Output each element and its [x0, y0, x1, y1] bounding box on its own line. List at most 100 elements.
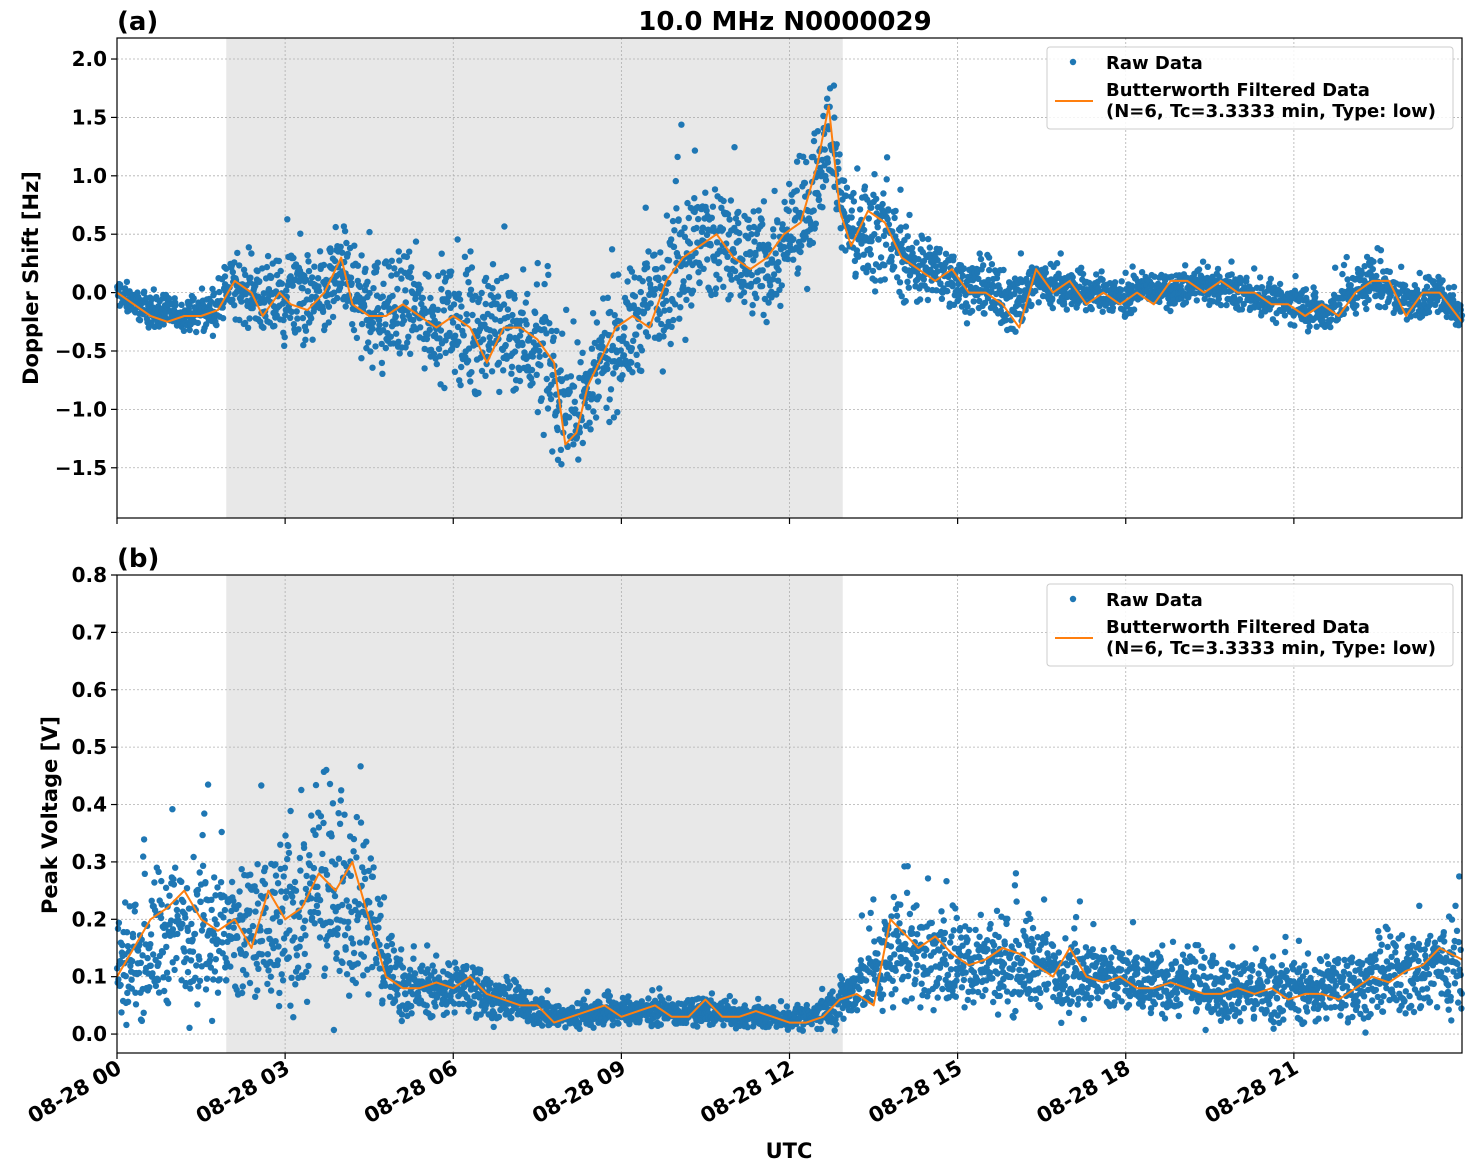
raw-point [728, 276, 735, 283]
raw-point [824, 95, 831, 102]
raw-point [337, 243, 344, 250]
raw-point [657, 1021, 664, 1028]
raw-point [348, 935, 355, 942]
raw-point [1011, 290, 1018, 298]
figure-title: 10.0 MHz N0000029 [638, 7, 931, 37]
raw-point [434, 306, 442, 313]
raw-point [382, 258, 390, 265]
raw-point [708, 990, 716, 997]
raw-point [980, 262, 987, 269]
raw-point [579, 439, 586, 447]
raw-point [1363, 305, 1370, 313]
raw-point [409, 991, 416, 998]
raw-point [1445, 284, 1453, 291]
raw-point [1205, 291, 1212, 298]
raw-point [835, 165, 842, 173]
raw-point [553, 327, 560, 335]
raw-point [210, 931, 218, 938]
raw-point [550, 352, 557, 359]
raw-point [469, 311, 476, 319]
raw-point [926, 244, 933, 251]
raw-point [683, 296, 690, 303]
raw-point [451, 368, 459, 375]
raw-point [362, 265, 369, 272]
raw-point [884, 215, 891, 223]
raw-point [186, 1024, 193, 1032]
raw-point [477, 354, 484, 361]
raw-point [950, 253, 957, 260]
raw-point [1088, 305, 1095, 313]
raw-point [678, 1000, 685, 1008]
raw-point [344, 250, 351, 258]
raw-point [300, 924, 307, 932]
raw-point [211, 290, 218, 297]
raw-point [361, 303, 368, 310]
raw-point [229, 296, 236, 303]
raw-point [410, 943, 417, 950]
raw-point [663, 212, 671, 219]
raw-point [1457, 306, 1465, 314]
raw-point [148, 897, 155, 904]
raw-point [219, 939, 226, 946]
raw-point [373, 264, 380, 272]
raw-point [724, 253, 731, 260]
raw-point [294, 964, 302, 971]
raw-point [831, 114, 838, 121]
raw-point [588, 345, 596, 352]
raw-point [349, 940, 357, 947]
raw-point [520, 266, 527, 273]
raw-point [451, 1009, 458, 1016]
raw-point [468, 369, 475, 376]
raw-point [325, 886, 332, 893]
raw-point [217, 879, 225, 886]
raw-point [328, 833, 335, 840]
raw-point [522, 299, 529, 306]
panel-a-ytick-label: 0.0 [72, 281, 107, 305]
raw-point [700, 265, 707, 272]
raw-point [194, 319, 202, 327]
raw-point [155, 868, 162, 875]
raw-point [339, 249, 346, 256]
raw-point [1191, 290, 1199, 297]
raw-point [135, 969, 143, 977]
raw-point [819, 204, 826, 211]
raw-point [282, 311, 289, 319]
raw-point [611, 312, 618, 319]
panel-a-ytick-label: −1.0 [55, 397, 107, 421]
raw-point [248, 250, 255, 257]
raw-point [129, 958, 136, 965]
raw-point [236, 262, 243, 269]
raw-point [316, 248, 324, 255]
raw-point [188, 920, 195, 928]
raw-point [840, 177, 848, 184]
raw-point [1327, 323, 1334, 331]
raw-point [283, 888, 290, 895]
raw-point [640, 309, 648, 316]
raw-point [1439, 277, 1446, 284]
raw-point [988, 288, 995, 295]
raw-point [429, 962, 436, 969]
panel-a-legend-filtered-params: (N=6, Tc=3.3333 min, Type: low) [1106, 101, 1436, 122]
raw-point [284, 216, 291, 223]
raw-point [1258, 284, 1266, 291]
raw-point [669, 217, 677, 225]
raw-point [682, 336, 689, 343]
panel-b-ytick-label: 0.3 [72, 850, 107, 874]
raw-point [573, 434, 581, 441]
raw-point [456, 296, 464, 303]
raw-point [494, 293, 502, 300]
raw-point [281, 333, 288, 341]
raw-point [122, 973, 129, 980]
raw-point [306, 852, 313, 859]
raw-point [195, 983, 202, 990]
raw-point [179, 920, 186, 928]
raw-point [369, 364, 376, 371]
raw-point [1306, 323, 1313, 330]
raw-point [341, 932, 349, 939]
raw-point [860, 251, 867, 258]
raw-point [861, 183, 869, 190]
raw-point [719, 226, 727, 233]
raw-point [576, 429, 583, 436]
raw-point [533, 371, 540, 378]
raw-point [370, 864, 377, 871]
